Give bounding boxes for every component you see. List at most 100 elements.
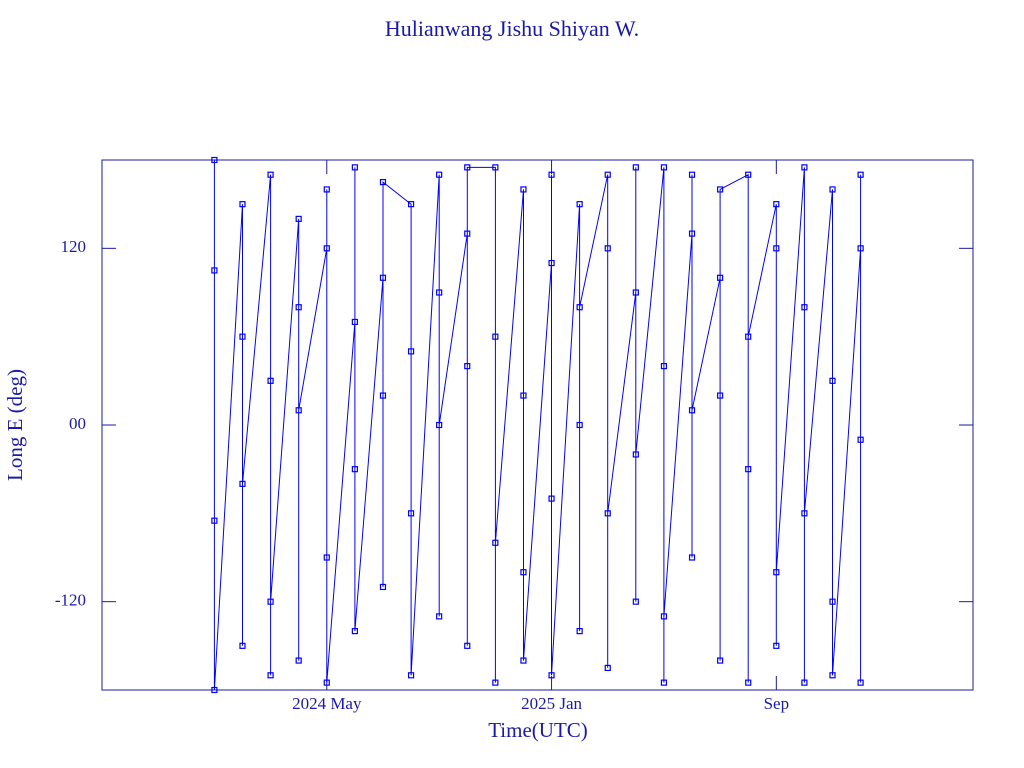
x-axis-label: Time(UTC)	[488, 718, 588, 742]
x-tick-label: 2024 May	[292, 694, 362, 713]
point	[407, 510, 415, 517]
point	[267, 171, 274, 178]
chart-title: Hulianwang Jishu Shiyan W.	[385, 16, 639, 41]
point	[632, 598, 639, 605]
point	[857, 171, 864, 178]
point	[801, 164, 808, 171]
point	[436, 613, 443, 620]
point	[211, 686, 218, 694]
point	[604, 171, 611, 178]
point	[295, 215, 302, 222]
point	[632, 451, 639, 458]
point	[379, 274, 387, 281]
point	[239, 333, 246, 340]
point	[660, 363, 668, 370]
point	[829, 598, 836, 605]
point	[379, 392, 387, 399]
point	[604, 664, 611, 672]
point	[295, 407, 302, 414]
point	[211, 267, 218, 274]
point	[351, 318, 358, 326]
point	[295, 304, 302, 311]
point	[717, 392, 724, 399]
point	[492, 164, 499, 171]
point	[717, 186, 724, 193]
series-line	[213, 160, 862, 691]
point	[323, 554, 330, 561]
point	[801, 304, 808, 311]
point	[548, 171, 555, 178]
point	[717, 657, 724, 664]
point	[829, 186, 836, 193]
point	[239, 480, 246, 487]
point	[464, 230, 471, 237]
y-tick-label: 120	[61, 237, 87, 256]
point	[211, 156, 218, 164]
x-tick-label: Sep	[764, 694, 790, 713]
point	[267, 377, 274, 384]
point	[576, 421, 583, 429]
point	[745, 679, 752, 686]
point	[773, 245, 780, 252]
point	[351, 628, 358, 635]
point	[351, 466, 358, 473]
point	[801, 510, 808, 517]
point	[211, 517, 218, 524]
point	[492, 539, 499, 546]
point	[688, 407, 696, 414]
y-tick-label: -120	[55, 591, 86, 610]
point	[379, 178, 387, 186]
point	[520, 186, 527, 193]
point	[436, 421, 443, 429]
point	[464, 164, 471, 171]
point	[267, 672, 274, 679]
point	[492, 333, 499, 340]
point	[857, 436, 864, 443]
point	[857, 679, 864, 686]
point	[239, 201, 246, 208]
point	[520, 392, 527, 399]
point	[520, 569, 527, 576]
point	[660, 164, 668, 171]
point	[323, 679, 330, 686]
point	[688, 171, 696, 178]
point	[464, 363, 471, 370]
point	[604, 510, 611, 517]
point	[492, 679, 499, 686]
point	[407, 672, 415, 679]
point	[773, 642, 780, 649]
point	[407, 201, 415, 208]
point	[773, 201, 780, 208]
point	[688, 554, 696, 561]
point	[660, 679, 668, 686]
point	[520, 657, 527, 664]
point	[576, 304, 583, 311]
point	[464, 642, 471, 649]
point	[745, 466, 752, 473]
point	[688, 230, 696, 237]
point	[717, 274, 724, 281]
point	[829, 377, 836, 384]
point	[548, 259, 555, 267]
point	[632, 164, 639, 171]
point	[323, 245, 330, 252]
point	[745, 171, 752, 178]
point	[576, 201, 583, 208]
point	[829, 672, 836, 679]
point	[323, 186, 330, 193]
point	[239, 642, 246, 649]
point	[576, 628, 583, 635]
point	[436, 171, 443, 178]
point	[436, 289, 443, 296]
point	[632, 289, 639, 296]
point	[407, 348, 415, 355]
point	[801, 679, 808, 686]
point	[857, 245, 864, 252]
point	[745, 333, 752, 340]
point	[604, 245, 611, 252]
point	[295, 657, 302, 664]
point	[548, 495, 555, 502]
point	[548, 672, 555, 679]
